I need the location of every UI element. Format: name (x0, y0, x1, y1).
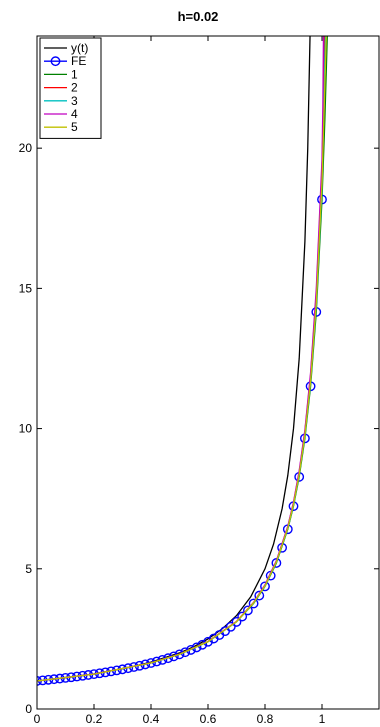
series-line-5 (37, 36, 327, 682)
data-point-fe (168, 651, 179, 662)
data-point-fe (151, 656, 162, 667)
x-tick-label: 0.6 (200, 712, 217, 726)
legend-label-3: 3 (71, 94, 78, 108)
data-point-fe (157, 654, 168, 665)
y-tick-label: 0 (25, 702, 32, 716)
data-point-fe (191, 642, 202, 653)
y-tick-label: 20 (19, 141, 33, 155)
data-point-fe (180, 647, 191, 658)
x-tick-label: 0 (34, 712, 41, 726)
legend-label-fe: FE (71, 54, 86, 68)
x-tick-label: 1 (319, 712, 326, 726)
y-tick-label: 5 (25, 562, 32, 576)
chart-title: h=0.02 (178, 9, 219, 24)
x-tick-label: 0.8 (257, 712, 274, 726)
data-point-fe (260, 581, 270, 592)
data-point-fe (225, 621, 236, 632)
legend-marker-fe (50, 56, 61, 67)
legend-label-5: 5 (71, 120, 78, 134)
series-y-t (37, 36, 311, 682)
data-point-fe (197, 639, 208, 650)
series-fe (37, 194, 327, 686)
data-point-fe (254, 590, 265, 601)
y-tick-label: 15 (19, 281, 33, 295)
data-point-fe (185, 645, 196, 655)
data-point-fe (203, 636, 213, 647)
legend-label-4: 4 (71, 107, 78, 121)
data-point-fe (248, 598, 259, 609)
data-point-fe (237, 611, 248, 622)
data-point-fe (163, 653, 174, 664)
y-tick-label: 10 (19, 422, 33, 436)
series-line-y-t (37, 36, 311, 682)
series-5 (37, 36, 327, 682)
data-point-fe (231, 617, 242, 627)
legend-label-y-t: y(t) (71, 41, 88, 55)
legend-label-1: 1 (71, 67, 78, 81)
data-point-fe (174, 649, 185, 660)
x-tick-label: 0.2 (86, 712, 103, 726)
legend-label-2: 2 (71, 81, 78, 95)
x-tick-label: 0.4 (143, 712, 160, 726)
data-point-fe (242, 605, 253, 616)
series-layer (37, 36, 328, 686)
